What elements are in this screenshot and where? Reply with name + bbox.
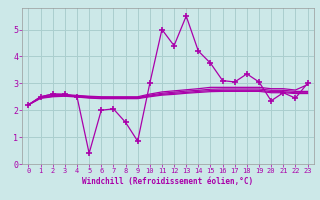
X-axis label: Windchill (Refroidissement éolien,°C): Windchill (Refroidissement éolien,°C) (83, 177, 253, 186)
